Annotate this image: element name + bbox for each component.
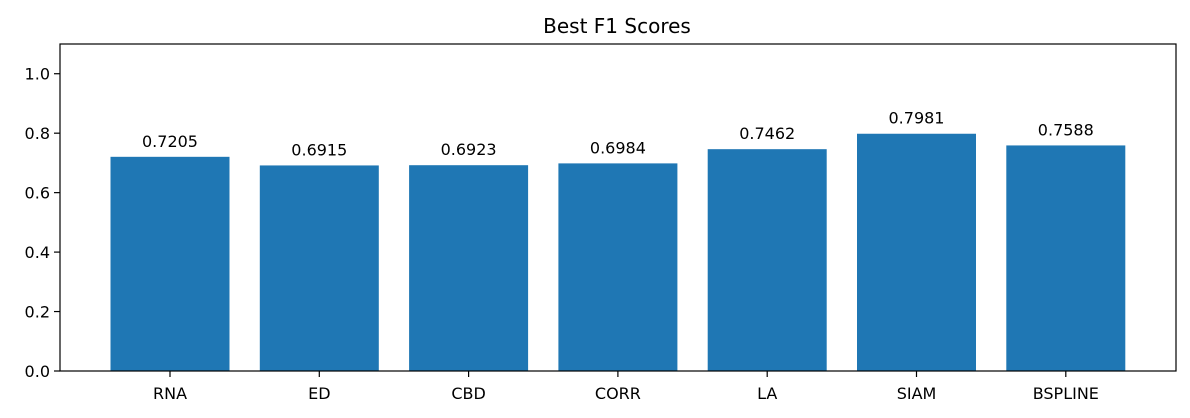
data-label-corr: 0.6984 xyxy=(590,138,646,157)
bar-corr xyxy=(558,163,678,371)
data-label-cbd: 0.6923 xyxy=(441,140,497,159)
plot-frame xyxy=(59,43,1177,372)
bar-siam xyxy=(857,133,976,371)
y-tick-label-1: 0.2 xyxy=(25,303,50,322)
x-axis: RNA ED CBD CORR LA SIAM BSPLINE xyxy=(153,371,1099,403)
data-labels-group: 0.7205 0.6915 0.6923 0.6984 0.7462 0.7981 0.75… xyxy=(142,109,1094,160)
y-tick-label-4: 0.8 xyxy=(25,124,50,143)
bar-la xyxy=(707,149,827,371)
data-label-siam: 0.7981 xyxy=(889,109,945,128)
data-label-la: 0.7462 xyxy=(739,124,795,143)
bar-rna xyxy=(110,156,230,371)
y-tick-label-2: 0.4 xyxy=(25,243,50,262)
bar-cbd xyxy=(409,165,529,371)
y-tick-label-0: 0.0 xyxy=(25,362,50,381)
x-tick-label-cbd: CBD xyxy=(451,384,485,403)
bar-ed xyxy=(259,165,379,371)
y-tick-label-3: 0.6 xyxy=(25,184,50,203)
y-axis: 0.0 0.2 0.4 0.6 0.8 1.0 xyxy=(25,65,60,381)
data-label-ed: 0.6915 xyxy=(291,140,347,159)
x-tick-label-siam: SIAM xyxy=(897,384,937,403)
x-tick-label-bspline: BSPLINE xyxy=(1033,384,1099,403)
x-tick-label-ed: ED xyxy=(308,384,330,403)
bars-group xyxy=(110,133,1126,371)
chart-title: Best F1 Scores xyxy=(543,14,691,38)
y-tick-label-5: 1.0 xyxy=(25,65,50,84)
x-tick-label-rna: RNA xyxy=(153,384,187,403)
x-tick-label-la: LA xyxy=(757,384,777,403)
bar-bspline xyxy=(1006,145,1126,371)
data-label-bspline: 0.7588 xyxy=(1038,120,1094,139)
x-tick-label-corr: CORR xyxy=(595,384,641,403)
data-label-rna: 0.7205 xyxy=(142,132,198,151)
